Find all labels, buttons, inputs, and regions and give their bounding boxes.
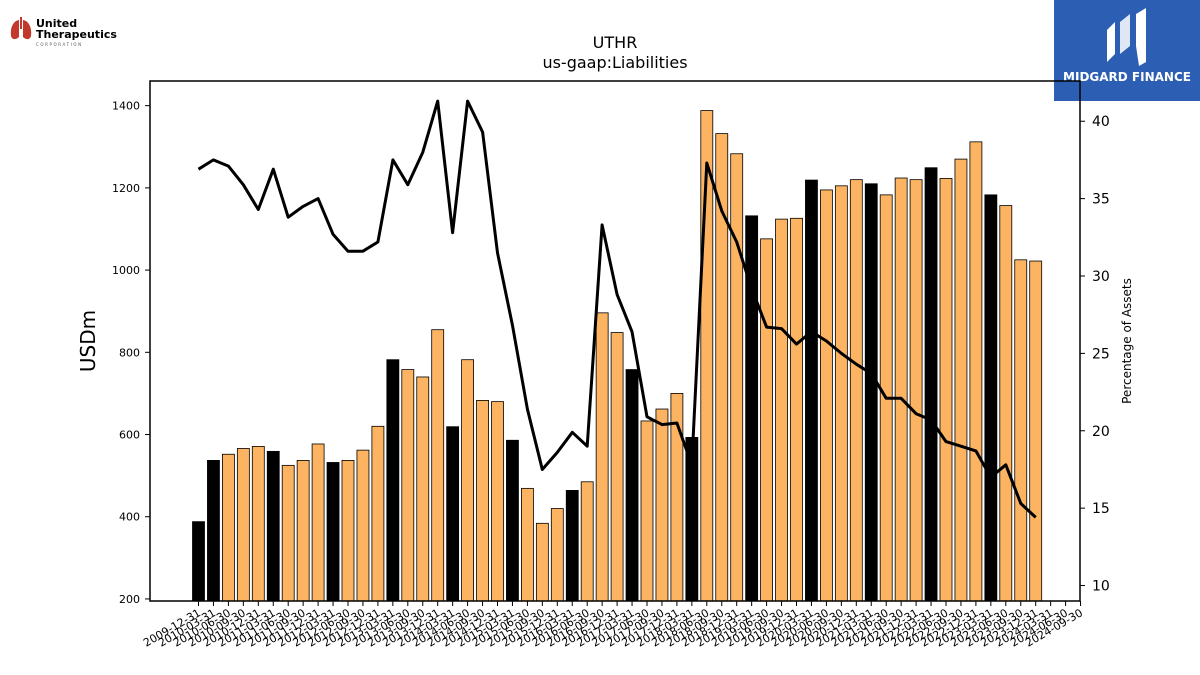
- y-tick-label: 1400: [112, 100, 140, 113]
- bar-2011-03-31: [266, 450, 280, 602]
- bar-2012-09-30: [356, 449, 370, 602]
- y2-tick-label: 40: [1092, 114, 1110, 130]
- bar-2020-12-31: [849, 179, 863, 602]
- y-tick-label: 1200: [112, 182, 140, 195]
- pct-of-assets-line: [197, 99, 1037, 519]
- bar-2012-12-31: [371, 425, 385, 602]
- watermark-logo: MIDGARD FINANCE: [1054, 0, 1200, 101]
- bar-2013-03-31: [386, 359, 400, 602]
- bar-2017-06-30: [640, 420, 654, 602]
- bar-2022-12-31: [969, 141, 983, 602]
- bar-2021-12-31: [909, 179, 923, 602]
- bar-2012-03-31: [326, 462, 340, 602]
- bar-2018-12-31: [730, 153, 744, 602]
- bar-2009-12-31: [192, 521, 205, 602]
- y-tick-label: 200: [119, 593, 140, 606]
- bar-2020-09-30: [834, 185, 848, 602]
- bar-2013-06-30: [401, 369, 415, 602]
- bar-2012-06-30: [341, 460, 355, 602]
- bar-2010-03-31: [207, 460, 220, 602]
- bar-2019-12-31: [790, 217, 803, 602]
- bar-2023-03-31: [984, 194, 998, 602]
- y-tick-label: 800: [119, 346, 140, 359]
- bar-2010-06-30: [221, 453, 235, 602]
- y2-tick-label: 20: [1092, 424, 1110, 440]
- bar-2021-09-30: [894, 177, 908, 602]
- bar-2022-06-30: [939, 178, 953, 602]
- bar-2022-03-31: [924, 167, 938, 602]
- bar-2015-06-30: [521, 487, 534, 602]
- bar-2014-03-31: [446, 426, 460, 602]
- chart-title: UTHR: [593, 33, 638, 52]
- bar-2020-03-31: [805, 179, 818, 602]
- y2-tick-label: 10: [1092, 579, 1110, 595]
- bar-2014-12-31: [491, 401, 504, 602]
- bar-2017-03-31: [625, 369, 639, 602]
- bar-2020-06-30: [820, 189, 833, 602]
- y-tick-label: 400: [119, 511, 140, 524]
- bar-2010-09-30: [236, 448, 250, 602]
- bar-2019-09-30: [775, 218, 788, 602]
- bar-2017-09-30: [655, 408, 669, 602]
- y-axis-label: USDm: [76, 310, 100, 372]
- bar-2014-06-30: [461, 359, 475, 602]
- watermark-brand: MIDGARD FINANCE: [1063, 70, 1191, 84]
- y2-tick-label: 15: [1092, 501, 1110, 517]
- y-tick-label: 600: [119, 429, 140, 442]
- y2-tick-label: 25: [1092, 346, 1110, 362]
- plot-frame: [149, 80, 1081, 602]
- bar-2023-09-30: [1014, 259, 1028, 602]
- bar-2014-09-30: [476, 399, 489, 602]
- bar-2016-09-30: [595, 312, 609, 602]
- lungs-icon: United Therapeutics CORPORATION: [10, 17, 117, 47]
- bar-2011-06-30: [281, 464, 295, 602]
- y-tick-label: 1000: [112, 264, 140, 277]
- bar-2023-06-30: [999, 205, 1013, 602]
- bar-2011-12-31: [311, 443, 325, 602]
- x-axis: 2009-12-312010-03-312010-06-302010-09-30…: [141, 601, 1085, 650]
- chart-subtitle: us-gaap:Liabilities: [542, 53, 687, 72]
- y2-axis-label: Percentage of Assets: [1120, 278, 1134, 404]
- bars-layer: [192, 110, 1043, 602]
- bar-2016-03-31: [565, 490, 579, 602]
- y2-axis: 10 15 20 25 30 35 40: [1080, 114, 1110, 595]
- logo-line1: United: [36, 17, 77, 30]
- bar-2013-12-31: [431, 329, 445, 602]
- bar-2010-12-31: [251, 446, 265, 602]
- bar-2015-12-31: [550, 508, 564, 602]
- bar-2015-03-31: [506, 439, 519, 602]
- bar-2015-09-30: [535, 522, 549, 602]
- logo-line3: CORPORATION: [36, 42, 83, 47]
- bar-2021-03-31: [864, 183, 878, 602]
- y-axis: 200 400 600 800 1000 1200 1400: [112, 100, 150, 606]
- y2-tick-label: 35: [1092, 192, 1110, 208]
- bar-2022-09-30: [954, 158, 968, 602]
- bar-2016-06-30: [580, 481, 594, 602]
- bar-2011-09-30: [296, 460, 310, 602]
- bar-2016-12-31: [610, 332, 624, 602]
- midgard-logo-icon: [1107, 8, 1146, 66]
- bar-2019-06-30: [760, 238, 773, 602]
- bar-2013-09-30: [416, 376, 430, 602]
- company-logo: United Therapeutics CORPORATION: [8, 14, 123, 50]
- y2-tick-label: 30: [1092, 269, 1110, 285]
- bar-2023-12-31: [1029, 260, 1043, 602]
- logo-line2: Therapeutics: [36, 28, 117, 41]
- bar-2018-09-30: [715, 133, 729, 602]
